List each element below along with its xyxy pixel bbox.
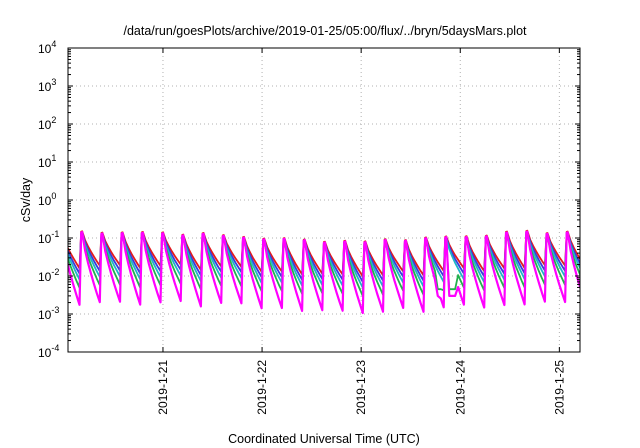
y-tick-label: 10-4 — [38, 343, 59, 360]
series-line — [68, 231, 580, 289]
series-line — [68, 230, 580, 283]
x-tick-label: 2019-1-23 — [354, 360, 368, 415]
y-tick-label: 104 — [38, 39, 56, 56]
y-tick-label: 103 — [38, 77, 56, 94]
y-tick-label: 100 — [38, 191, 56, 208]
y-axis-label: cSv/day — [19, 177, 33, 222]
grid — [68, 48, 580, 352]
x-tick-label: 2019-1-22 — [255, 360, 269, 415]
y-tick-label: 10-1 — [38, 229, 59, 246]
y-tick-label: 10-2 — [38, 267, 59, 284]
axes: 104 103 102 101 100 10-1 10-2 10-3 10-4 2019-1-21… — [38, 39, 580, 415]
y-tick-label: 10-3 — [38, 305, 59, 322]
y-tick-label: 101 — [38, 153, 56, 170]
series-line — [68, 230, 580, 315]
x-tick-label: 2019-1-21 — [156, 360, 170, 415]
chart-title: /data/run/goesPlots/archive/2019-01-25/0… — [123, 24, 527, 38]
x-tick-label: 2019-1-25 — [552, 360, 566, 415]
plot-area — [68, 229, 580, 315]
x-tick-label: 2019-1-24 — [453, 360, 467, 415]
series-line — [68, 229, 580, 278]
x-axis-label: Coordinated Universal Time (UTC) — [228, 432, 420, 446]
y-tick-label: 102 — [38, 115, 56, 132]
series-line — [68, 233, 580, 297]
